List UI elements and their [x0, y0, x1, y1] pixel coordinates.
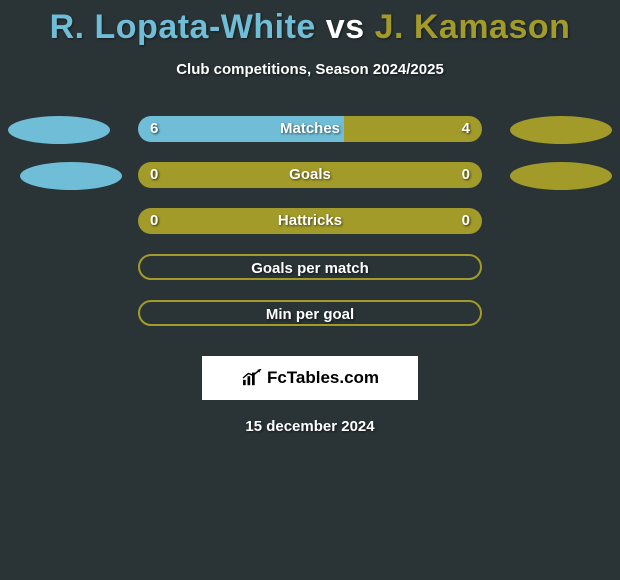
vs-text: vs [316, 8, 375, 46]
stat-bar: Goals0 0 [138, 162, 482, 188]
subtitle: Club competitions, Season 2024/2025 [0, 61, 620, 78]
stat-row: Goals0 0 [0, 162, 620, 208]
stat-value-left: 6 [150, 116, 158, 142]
stat-label: Min per goal [140, 302, 480, 326]
stat-value-right: 0 [462, 162, 470, 188]
stat-label: Matches [138, 116, 482, 142]
comparison-title: R. Lopata-White vs J. Kamason [0, 0, 620, 47]
stat-bar: Hattricks0 0 [138, 208, 482, 234]
player1-oval [8, 116, 110, 144]
chart-icon [241, 369, 263, 387]
date-text: 15 december 2024 [0, 418, 620, 435]
logo-text: FcTables.com [267, 368, 379, 388]
player2-oval [510, 116, 612, 144]
stat-bar: Matches6 4 [138, 116, 482, 142]
stat-row: Goals per match [0, 254, 620, 300]
stat-rows: Matches64Goals00Hattricks00Goals per mat… [0, 116, 620, 346]
stat-value-left: 0 [150, 162, 158, 188]
stat-value-right: 4 [462, 116, 470, 142]
stat-label: Hattricks [138, 208, 482, 234]
stat-row: Min per goal [0, 300, 620, 346]
player1-oval [20, 162, 122, 190]
stat-value-left: 0 [150, 208, 158, 234]
stat-bar: Min per goal [138, 300, 482, 326]
player1-name: R. Lopata-White [50, 8, 316, 46]
stat-row: Hattricks0 0 [0, 208, 620, 254]
stat-label: Goals [138, 162, 482, 188]
stat-value-right: 0 [462, 208, 470, 234]
stat-bar: Goals per match [138, 254, 482, 280]
player2-name: J. Kamason [375, 8, 571, 46]
fctables-logo: FcTables.com [202, 356, 418, 400]
player2-oval [510, 162, 612, 190]
stat-label: Goals per match [140, 256, 480, 280]
stat-row: Matches6 4 [0, 116, 620, 162]
